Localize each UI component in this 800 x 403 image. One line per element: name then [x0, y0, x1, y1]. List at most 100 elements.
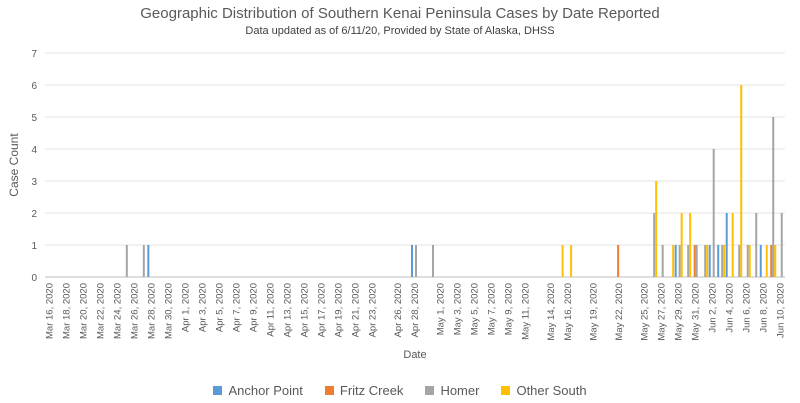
bar-anchor-point — [759, 245, 762, 277]
y-tick-label: 5 — [31, 113, 37, 124]
bar-homer — [738, 245, 741, 277]
bar-other-south — [672, 245, 675, 277]
bar-homer — [142, 245, 145, 277]
x-tick-label: Apr 3, 2020 — [197, 283, 208, 332]
y-tick-label: 1 — [31, 241, 37, 252]
y-tick-label: 0 — [31, 273, 37, 284]
bar-homer — [415, 245, 417, 277]
x-tick-label: Apr 5, 2020 — [214, 283, 225, 332]
x-tick-label: Mar 18, 2020 — [61, 283, 72, 339]
x-tick-label: May 31, 2020 — [691, 283, 702, 341]
y-tick-label: 2 — [31, 209, 37, 220]
bar-other-south — [731, 213, 734, 277]
legend-item: Other South — [501, 383, 587, 398]
x-tick-label: Jun 10, 2020 — [776, 283, 787, 338]
bar-other-south — [570, 245, 573, 277]
bar-other-south — [706, 245, 709, 277]
bar-anchor-point — [708, 245, 711, 277]
bar-anchor-point — [147, 245, 150, 277]
x-tick-label: Jun 4, 2020 — [725, 283, 736, 333]
y-tick-label: 6 — [31, 81, 37, 92]
x-tick-label: Mar 24, 2020 — [112, 283, 123, 339]
bar-other-south — [561, 245, 564, 277]
bar-homer — [704, 245, 707, 277]
bar-fritz-creek — [770, 245, 773, 277]
bar-homer — [721, 245, 724, 277]
legend-swatch — [213, 386, 223, 395]
bar-homer — [125, 245, 128, 277]
legend-item: Fritz Creek — [324, 383, 404, 398]
x-tick-label: Mar 16, 2020 — [44, 283, 55, 339]
bar-homer — [695, 245, 698, 277]
x-tick-label: Apr 19, 2020 — [333, 283, 344, 337]
bar-homer — [687, 245, 690, 277]
legend-label: Homer — [440, 383, 480, 398]
x-tick-label: May 5, 2020 — [470, 283, 481, 335]
bar-anchor-point — [717, 245, 720, 277]
bar-homer — [755, 213, 758, 277]
bar-other-south — [748, 245, 751, 277]
x-tick-label: May 3, 2020 — [453, 283, 464, 335]
x-tick-label: Mar 20, 2020 — [78, 283, 89, 339]
x-tick-label: May 9, 2020 — [504, 283, 515, 335]
x-axis-title: Date — [403, 349, 426, 361]
chart-title: Geographic Distribution of Southern Kena… — [140, 5, 660, 22]
chart-subtitle: Data updated as of 6/11/20, Provided by … — [245, 25, 555, 37]
x-tick-label: Apr 13, 2020 — [282, 283, 293, 337]
x-tick-label: Apr 28, 2020 — [410, 283, 421, 337]
x-tick-label: May 16, 2020 — [563, 283, 574, 341]
legend-swatch — [425, 386, 435, 395]
y-tick-label: 3 — [31, 177, 37, 188]
legend-swatch — [324, 386, 334, 395]
bar-other-south — [689, 213, 692, 277]
legend-label: Fritz Creek — [339, 383, 404, 398]
x-tick-label: Apr 26, 2020 — [393, 283, 404, 337]
bar-fritz-creek — [617, 245, 620, 277]
x-tick-label: Mar 26, 2020 — [129, 283, 140, 339]
x-tick-label: Mar 22, 2020 — [95, 283, 106, 339]
x-tick-label: May 7, 2020 — [487, 283, 498, 335]
bar-homer — [661, 245, 664, 277]
legend: Anchor Point Fritz Creek Homer Other South — [0, 383, 800, 398]
bar-homer — [678, 245, 681, 277]
x-tick-label: Mar 30, 2020 — [163, 283, 174, 339]
bar-other-south — [680, 213, 683, 277]
x-tick-label: Apr 23, 2020 — [367, 283, 378, 337]
x-tick-label: May 29, 2020 — [674, 283, 685, 341]
bar-other-south — [723, 245, 726, 277]
y-tick-label: 7 — [31, 49, 37, 60]
bar-homer — [772, 117, 775, 277]
x-tick-label: Jun 6, 2020 — [742, 283, 753, 333]
x-tick-label: May 1, 2020 — [436, 283, 447, 335]
x-tick-label: May 27, 2020 — [657, 283, 668, 341]
x-tick-label: Mar 28, 2020 — [146, 283, 157, 339]
bar-homer — [780, 213, 783, 277]
bar-homer — [653, 213, 656, 277]
bar-anchor-point — [674, 245, 677, 277]
x-tick-label: May 22, 2020 — [614, 283, 625, 341]
bar-anchor-point — [725, 213, 728, 277]
x-tick-label: May 25, 2020 — [640, 283, 651, 341]
x-tick-label: Apr 17, 2020 — [316, 283, 327, 337]
bar-other-south — [655, 181, 658, 277]
bar-other-south — [774, 245, 777, 277]
bar-homer — [432, 245, 435, 277]
x-tick-label: Apr 11, 2020 — [265, 283, 276, 337]
legend-item: Anchor Point — [213, 383, 303, 398]
x-tick-label: Apr 21, 2020 — [350, 283, 361, 337]
legend-item: Homer — [425, 383, 479, 398]
legend-swatch — [501, 386, 511, 395]
bar-other-south — [740, 85, 743, 277]
legend-label: Other South — [516, 383, 587, 398]
bar-homer — [746, 245, 749, 277]
x-tick-label: May 19, 2020 — [589, 283, 600, 341]
legend-label: Anchor Point — [228, 383, 303, 398]
x-tick-label: May 11, 2020 — [521, 283, 532, 340]
y-tick-label: 4 — [31, 145, 37, 156]
y-axis-title: Case Count — [7, 133, 21, 197]
bar-fritz-creek — [693, 245, 696, 277]
x-tick-label: Jun 8, 2020 — [759, 283, 770, 333]
x-tick-label: Apr 9, 2020 — [248, 283, 259, 332]
bar-other-south — [765, 245, 768, 277]
